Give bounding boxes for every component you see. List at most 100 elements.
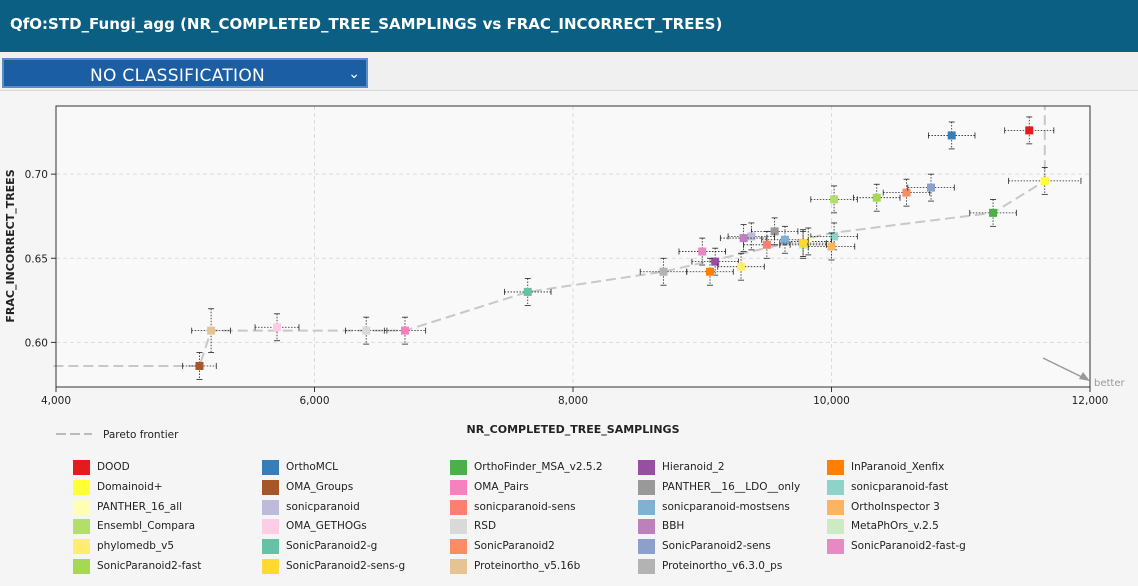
legend-item[interactable]: phylomedb_v5 xyxy=(73,538,174,554)
legend-item[interactable]: OrthoFinder_MSA_v2.5.2 xyxy=(450,459,603,475)
legend-item[interactable]: OMA_Groups xyxy=(262,479,353,495)
legend-item[interactable]: Ensembl_Compara xyxy=(73,518,195,534)
y-tick-label: 0.60 xyxy=(25,337,48,349)
legend-label: SonicParanoid2-fast-g xyxy=(851,540,966,552)
data-point[interactable] xyxy=(907,173,955,202)
data-point[interactable] xyxy=(504,278,552,306)
point-marker xyxy=(989,208,998,217)
legend-item[interactable]: Proteinortho_v6.3.0_ps xyxy=(638,558,782,574)
better-arrowhead-icon xyxy=(1079,372,1090,381)
point-marker xyxy=(195,361,204,370)
legend-label: RSD xyxy=(474,520,497,532)
legend-swatch xyxy=(73,538,90,554)
data-point[interactable] xyxy=(779,229,827,257)
legend-item[interactable]: Proteinortho_v5.16b xyxy=(450,558,580,574)
data-point[interactable] xyxy=(686,257,734,286)
legend-item[interactable]: OMA_GETHOGs xyxy=(262,518,367,534)
legend-item[interactable]: PANTHER__16__LDO__only xyxy=(638,479,800,495)
legend-item[interactable]: SonicParanoid2-fast-g xyxy=(827,538,966,554)
legend-label: sonicparanoid-sens xyxy=(474,501,576,513)
legend-label: SonicParanoid2-g xyxy=(286,540,378,552)
legend-swatch xyxy=(450,499,467,515)
data-point[interactable] xyxy=(191,308,231,353)
legend-swatch xyxy=(450,479,467,495)
data-point[interactable] xyxy=(678,237,726,266)
data-point[interactable] xyxy=(761,225,809,254)
legend-label: Proteinortho_v6.3.0_ps xyxy=(662,560,783,572)
legend-label: SonicParanoid2-sens xyxy=(662,540,771,552)
legend-item[interactable]: InParanoid_Xenfix xyxy=(827,459,944,475)
pareto-line xyxy=(53,106,1046,367)
legend-item[interactable]: OMA_Pairs xyxy=(450,479,529,495)
legend-item[interactable]: SonicParanoid2-g xyxy=(262,538,377,554)
legend-item[interactable]: sonicparanoid-sens xyxy=(450,499,576,515)
legend-swatch xyxy=(73,558,90,574)
pareto-legend-label: Pareto frontier xyxy=(103,429,179,441)
data-points xyxy=(182,116,1082,380)
legend-swatch xyxy=(638,558,655,574)
legend-label: DOOD xyxy=(97,461,130,473)
data-point[interactable] xyxy=(1008,167,1082,195)
data-point[interactable] xyxy=(345,316,388,345)
legend-item[interactable]: SonicParanoid2-fast xyxy=(73,558,201,574)
legend-label: OMA_Pairs xyxy=(474,481,529,493)
legend-item[interactable]: sonicparanoid xyxy=(262,499,360,515)
data-point[interactable] xyxy=(928,121,976,150)
legend-item[interactable]: DOOD xyxy=(73,459,130,475)
point-marker xyxy=(273,323,282,332)
legend-item[interactable]: SonicParanoid2-sens xyxy=(638,538,771,554)
axes: 4,000 6,000 8,000 10,000 12,000 0.60 0.65 0.70 xyxy=(25,169,1109,407)
legend-item[interactable]: OrthoMCL xyxy=(262,459,338,475)
legend-label: OrthoMCL xyxy=(286,461,339,473)
legend-swatch xyxy=(638,479,655,495)
legend-label: OrthoFinder_MSA_v2.5.2 xyxy=(474,461,603,473)
classification-select[interactable]: NO CLASSIFICATION ⌄ xyxy=(2,58,368,88)
legend-item[interactable]: BBH xyxy=(638,518,684,534)
legend-label: sonicparanoid xyxy=(286,501,360,513)
legend-item[interactable]: Hieranoid_2 xyxy=(638,459,725,475)
legend-item[interactable]: RSD xyxy=(450,518,496,534)
data-point[interactable] xyxy=(969,198,1017,227)
legend-label: SonicParanoid2-fast xyxy=(97,560,202,572)
legend-item[interactable]: sonicparanoid-mostsens xyxy=(638,499,790,515)
data-point[interactable] xyxy=(639,257,688,286)
data-point[interactable] xyxy=(1004,116,1055,145)
data-point[interactable] xyxy=(853,183,901,212)
legend-item[interactable]: sonicparanoid-fast xyxy=(827,479,948,495)
x-axis-label: NR_COMPLETED_TREE_SAMPLINGS xyxy=(467,423,680,436)
point-marker xyxy=(737,262,746,271)
classification-selected-value: NO CLASSIFICATION xyxy=(90,66,266,86)
legend-swatch xyxy=(827,459,844,475)
legend-item[interactable]: MetaPhOrs_v.2.5 xyxy=(827,518,939,534)
legend-item[interactable]: Domainoid+ xyxy=(73,479,163,495)
legend-label: PANTHER__16__LDO__only xyxy=(662,481,801,493)
data-point[interactable] xyxy=(383,316,427,345)
y-tick-label: 0.65 xyxy=(25,253,48,265)
legend-swatch xyxy=(73,518,90,534)
y-axis-label: FRAC_INCORRECT_TREES xyxy=(4,169,17,322)
legend-swatch xyxy=(638,518,655,534)
point-marker xyxy=(780,235,789,244)
point-marker xyxy=(830,232,839,241)
legend-item[interactable]: SonicParanoid2 xyxy=(450,538,555,554)
data-point[interactable] xyxy=(719,224,768,252)
legend-item[interactable]: OrthoInspector 3 xyxy=(827,499,940,515)
legend-swatch xyxy=(262,459,279,475)
data-point[interactable] xyxy=(717,252,765,281)
legend-swatch xyxy=(262,479,279,495)
x-tick-label: 8,000 xyxy=(558,395,588,407)
data-point[interactable] xyxy=(182,352,217,380)
legend-swatch xyxy=(638,538,655,554)
data-point[interactable] xyxy=(254,313,300,342)
data-point[interactable] xyxy=(727,222,776,251)
legend-item[interactable]: PANTHER_16_all xyxy=(73,499,182,515)
point-marker xyxy=(739,234,748,243)
legend-label: BBH xyxy=(662,520,685,532)
x-tick-label: 10,000 xyxy=(813,395,850,407)
legend-item[interactable]: SonicParanoid2-sens-g xyxy=(262,558,405,574)
legend-label: Proteinortho_v5.16b xyxy=(474,560,581,572)
better-label: better xyxy=(1094,378,1125,389)
point-marker xyxy=(747,232,756,241)
point-marker xyxy=(827,242,836,251)
